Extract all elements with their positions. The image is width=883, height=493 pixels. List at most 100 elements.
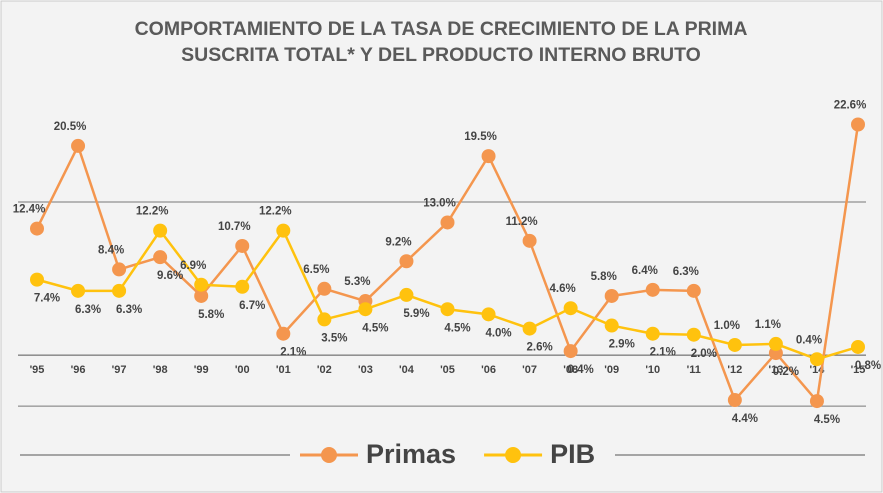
data-point bbox=[30, 221, 44, 236]
data-label: 13.0% bbox=[423, 198, 456, 210]
data-label: 1.1% bbox=[755, 319, 781, 331]
data-point bbox=[645, 326, 660, 341]
x-tick-label: '04 bbox=[399, 364, 415, 376]
x-tick-label: '12 bbox=[727, 364, 742, 376]
data-point bbox=[686, 327, 701, 342]
data-label: 0.2% bbox=[773, 366, 799, 378]
x-tick-label: '95 bbox=[30, 364, 45, 376]
data-point bbox=[809, 394, 824, 409]
data-label: 0.4% bbox=[568, 364, 594, 376]
x-tick-label: '97 bbox=[112, 364, 127, 376]
data-label: 4.0% bbox=[485, 327, 511, 339]
data-point bbox=[604, 318, 619, 333]
data-point bbox=[153, 223, 168, 238]
x-tick-label: '98 bbox=[153, 364, 168, 376]
data-label: 2.9% bbox=[609, 339, 635, 351]
x-tick-label: '11 bbox=[687, 364, 701, 376]
data-point bbox=[112, 262, 127, 277]
x-tick-label: '00 bbox=[235, 364, 250, 376]
data-point bbox=[522, 233, 537, 248]
x-tick-label: '03 bbox=[358, 364, 373, 376]
data-point bbox=[112, 283, 127, 298]
legend-marker bbox=[505, 447, 522, 463]
data-label: 12.2% bbox=[259, 206, 292, 218]
data-label: 3.5% bbox=[321, 332, 347, 344]
data-point bbox=[194, 277, 209, 292]
data-label: 4.6% bbox=[550, 283, 576, 295]
data-point bbox=[71, 138, 86, 153]
legend-marker bbox=[321, 447, 337, 463]
data-point bbox=[522, 321, 537, 336]
data-point bbox=[30, 272, 44, 287]
data-point bbox=[563, 301, 578, 316]
chart-title: COMPORTAMIENTO DE LA TASA DE CRECIMIENTO… bbox=[135, 18, 748, 40]
data-label: 9.2% bbox=[385, 236, 411, 248]
data-point bbox=[563, 344, 578, 359]
data-point bbox=[851, 117, 865, 132]
data-label: 6.7% bbox=[239, 300, 265, 312]
data-label: 11.2% bbox=[506, 216, 538, 228]
data-label: 6.5% bbox=[303, 264, 329, 276]
x-tick-label: '01 bbox=[276, 364, 291, 376]
legend-label: PIB bbox=[550, 439, 595, 469]
data-point bbox=[358, 302, 373, 317]
data-label: 4.5% bbox=[444, 322, 470, 334]
x-tick-label: '06 bbox=[481, 364, 496, 376]
data-label: 12.2% bbox=[136, 206, 169, 218]
data-point bbox=[481, 149, 496, 164]
data-label: 2.0% bbox=[691, 348, 717, 360]
data-label: 12.4% bbox=[13, 204, 46, 216]
data-label: 5.9% bbox=[403, 308, 429, 320]
data-label: 2.1% bbox=[280, 347, 306, 359]
data-label: 10.7% bbox=[218, 221, 251, 233]
data-label: 5.8% bbox=[591, 271, 617, 283]
x-tick-label: '13 bbox=[768, 364, 783, 376]
data-point bbox=[153, 250, 168, 265]
data-point bbox=[194, 288, 209, 303]
data-point bbox=[727, 393, 742, 408]
data-point bbox=[276, 326, 291, 341]
data-label: 4.5% bbox=[814, 414, 840, 426]
data-label: 9.6% bbox=[157, 270, 183, 282]
data-label: 1.0% bbox=[714, 320, 740, 332]
data-label: 6.3% bbox=[75, 304, 101, 316]
data-label: 6.9% bbox=[180, 260, 206, 272]
legend-label: Primas bbox=[366, 439, 456, 469]
data-point bbox=[399, 287, 414, 302]
x-tick-label: '10 bbox=[645, 364, 660, 376]
data-label: 5.3% bbox=[344, 276, 370, 288]
data-point bbox=[440, 302, 455, 317]
x-tick-label: '02 bbox=[317, 364, 332, 376]
data-point bbox=[317, 281, 332, 296]
data-point bbox=[686, 283, 701, 298]
x-tick-label: '09 bbox=[604, 364, 619, 376]
data-label: 4.4% bbox=[732, 413, 758, 425]
data-label: 22.6% bbox=[834, 100, 867, 112]
data-label: 7.4% bbox=[34, 293, 60, 305]
data-point bbox=[645, 282, 660, 297]
x-tick-label: '99 bbox=[194, 364, 209, 376]
x-tick-label: '08 bbox=[563, 364, 578, 376]
data-point bbox=[604, 288, 619, 303]
data-point bbox=[399, 254, 414, 269]
data-label: 20.5% bbox=[54, 121, 87, 133]
data-label: 4.5% bbox=[362, 322, 388, 334]
data-point bbox=[851, 339, 865, 354]
data-point bbox=[727, 337, 742, 352]
data-point bbox=[276, 223, 291, 238]
data-label: 19.5% bbox=[464, 131, 497, 143]
data-point bbox=[481, 307, 496, 322]
data-point bbox=[235, 238, 250, 253]
data-label: 6.3% bbox=[673, 266, 699, 278]
data-point bbox=[768, 336, 783, 351]
data-label: 6.3% bbox=[116, 304, 142, 316]
x-tick-label: '15 bbox=[851, 364, 866, 376]
data-point bbox=[317, 312, 332, 327]
x-tick-label: '96 bbox=[71, 364, 86, 376]
data-label: 8.4% bbox=[98, 244, 124, 256]
data-point bbox=[235, 279, 250, 294]
data-label: 2.1% bbox=[650, 347, 676, 359]
data-point bbox=[809, 352, 824, 367]
data-label: 2.6% bbox=[526, 342, 552, 354]
